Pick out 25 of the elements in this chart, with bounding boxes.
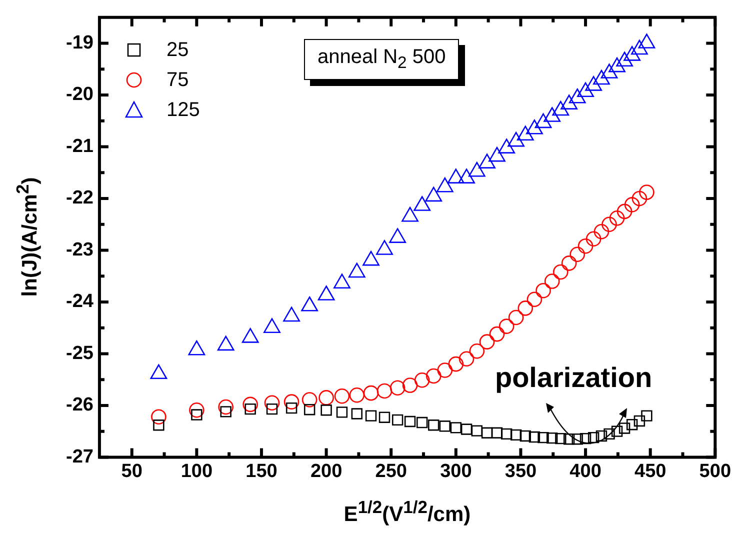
y-tick-label: -20 bbox=[66, 84, 94, 106]
x-tick-label: 50 bbox=[121, 460, 142, 482]
y-tick-label: -22 bbox=[66, 188, 94, 209]
y-tick-label: -21 bbox=[66, 136, 94, 157]
x-tick-label: 300 bbox=[440, 460, 472, 482]
x-tick-label: 450 bbox=[634, 460, 666, 482]
x-tick-label: 350 bbox=[504, 460, 537, 482]
legend-label: 75 bbox=[166, 68, 189, 92]
y-tick-label: -26 bbox=[66, 394, 94, 416]
x-tick-label: 250 bbox=[375, 460, 407, 482]
x-tick-label: 150 bbox=[246, 460, 278, 482]
x-tick-label: 100 bbox=[180, 460, 213, 482]
x-tick-label: 500 bbox=[699, 460, 731, 482]
annotation: anneal N$_{2}$ 500 bbox=[304, 39, 459, 80]
y-tick-label: -19 bbox=[66, 32, 94, 54]
x-tick-label: 400 bbox=[570, 460, 602, 482]
x-tick-label: 200 bbox=[310, 460, 342, 482]
legend-label: 125 bbox=[166, 98, 200, 122]
legend-label: 25 bbox=[166, 38, 189, 62]
y-tick-label: -27 bbox=[66, 446, 94, 468]
y-tick-label: -25 bbox=[66, 342, 94, 364]
annotation: polarization bbox=[494, 362, 652, 394]
y-tick-label: -23 bbox=[66, 239, 94, 260]
x-axis-title: E$^{1/2}$(V$^{1/2}$/cm) bbox=[344, 497, 471, 528]
y-tick-label: -24 bbox=[66, 291, 94, 312]
